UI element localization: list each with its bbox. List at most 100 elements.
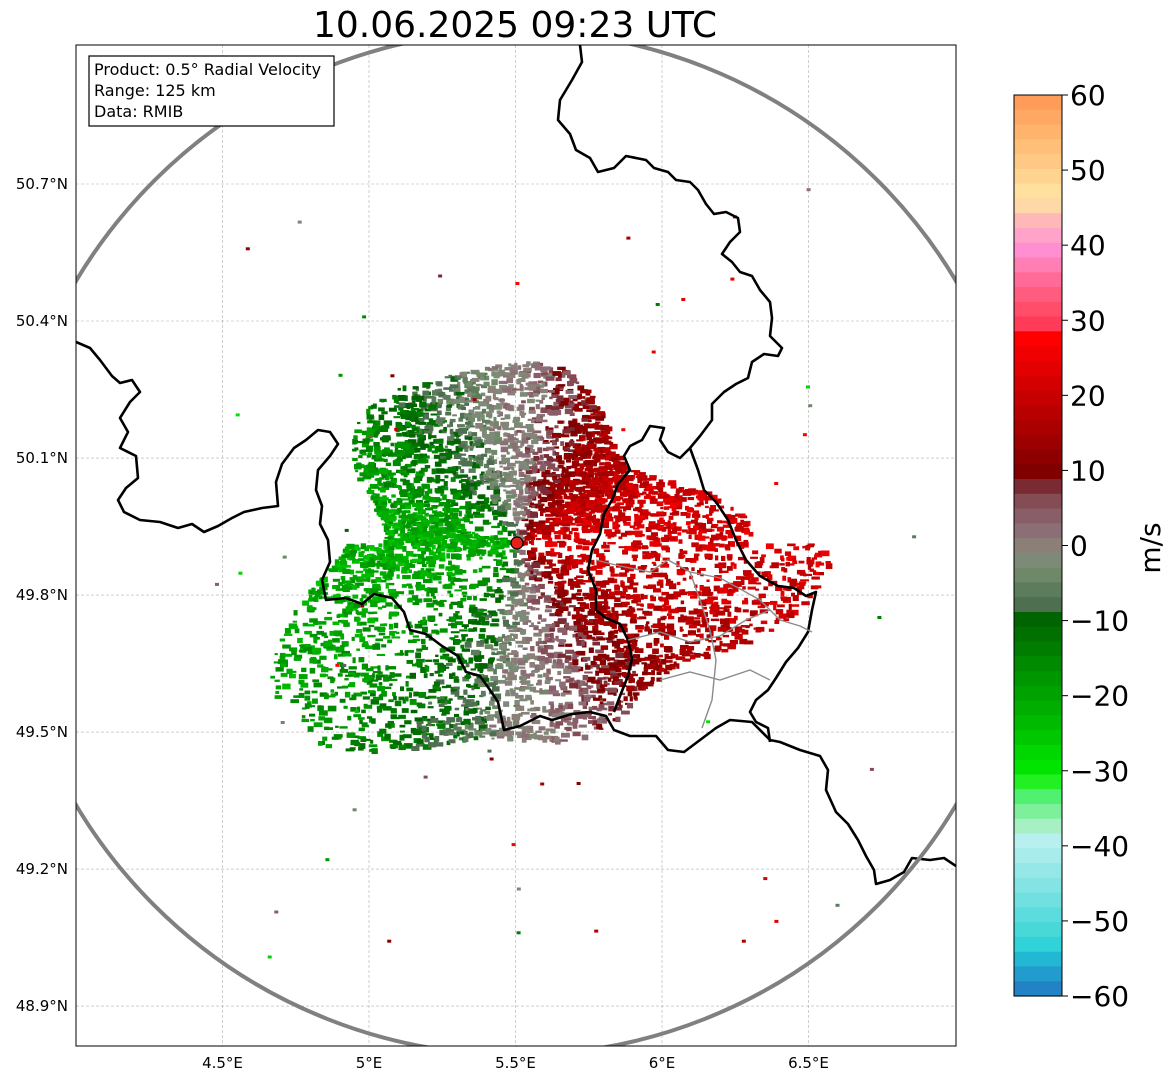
velocity-echo	[541, 394, 548, 398]
velocity-echo	[543, 476, 547, 482]
velocity-echo	[611, 499, 616, 504]
velocity-echo	[520, 517, 526, 520]
velocity-echo	[350, 707, 357, 712]
velocity-echo	[697, 494, 706, 501]
velocity-echo	[349, 682, 356, 688]
velocity-echo	[458, 518, 466, 521]
velocity-echo	[535, 641, 540, 647]
velocity-echo	[589, 444, 593, 450]
velocity-echo	[551, 472, 556, 474]
velocity-echo	[481, 677, 490, 682]
velocity-echo	[274, 695, 283, 699]
velocity-echo	[612, 610, 619, 616]
velocity-echo	[759, 609, 768, 614]
velocity-echo	[448, 400, 455, 406]
velocity-echo	[613, 629, 619, 634]
velocity-echo	[327, 705, 337, 712]
velocity-echo	[524, 733, 530, 738]
velocity-echo	[646, 574, 653, 579]
velocity-echo	[496, 663, 503, 666]
velocity-echo	[455, 429, 459, 433]
velocity-echo	[400, 744, 405, 747]
velocity-echo	[448, 646, 456, 652]
velocity-echo	[390, 472, 396, 476]
velocity-echo	[373, 555, 381, 561]
velocity-echo	[378, 632, 386, 636]
velocity-echo	[521, 682, 528, 685]
velocity-echo	[487, 610, 497, 613]
velocity-echo	[379, 468, 389, 474]
velocity-echo	[545, 373, 555, 377]
velocity-echo	[576, 504, 584, 509]
velocity-echo	[720, 520, 730, 524]
velocity-echo	[698, 531, 703, 536]
velocity-echo	[479, 539, 486, 542]
velocity-echo	[566, 453, 574, 459]
velocity-echo	[363, 465, 367, 468]
velocity-echo	[549, 502, 555, 508]
velocity-echo	[394, 449, 403, 455]
velocity-echo	[370, 666, 380, 669]
velocity-echo	[768, 580, 773, 587]
velocity-echo	[331, 736, 339, 740]
velocity-echo	[439, 486, 449, 491]
velocity-echo	[316, 636, 320, 640]
velocity-echo	[323, 640, 332, 647]
velocity-echo	[442, 494, 447, 501]
velocity-echo	[438, 704, 445, 707]
velocity-echo	[549, 685, 557, 691]
velocity-echo	[546, 668, 551, 675]
velocity-echo	[408, 517, 414, 522]
velocity-echo	[433, 681, 440, 687]
velocity-echo	[338, 653, 346, 657]
velocity-echo	[422, 716, 428, 719]
velocity-echo	[502, 616, 506, 620]
velocity-echo	[566, 527, 570, 532]
velocity-echo	[733, 563, 737, 569]
velocity-echo	[596, 507, 604, 513]
velocity-echo	[393, 673, 402, 677]
velocity-echo	[514, 430, 518, 436]
velocity-echo	[437, 527, 447, 532]
velocity-echo	[406, 583, 412, 587]
velocity-echo	[489, 589, 497, 592]
velocity-echo	[718, 567, 723, 574]
velocity-echo	[593, 437, 602, 441]
velocity-echo	[508, 642, 512, 646]
velocity-echo	[402, 385, 407, 392]
velocity-echo	[565, 489, 572, 493]
velocity-echo	[596, 707, 602, 712]
velocity-echo	[397, 412, 406, 415]
velocity-echo	[626, 505, 632, 511]
velocity-echo	[493, 388, 502, 395]
velocity-echo	[301, 715, 306, 719]
velocity-echo	[485, 395, 492, 402]
velocity-echo	[638, 686, 644, 691]
velocity-echo	[575, 381, 580, 385]
velocity-echo	[573, 621, 581, 625]
velocity-echo	[605, 426, 613, 432]
velocity-echo	[638, 472, 646, 475]
velocity-echo	[630, 470, 637, 473]
velocity-echo	[523, 615, 529, 621]
velocity-echo	[393, 622, 399, 629]
velocity-echo	[469, 479, 474, 484]
velocity-echo	[564, 442, 573, 445]
velocity-echo	[518, 489, 524, 495]
velocity-echo	[582, 431, 586, 435]
velocity-echo	[557, 653, 566, 658]
velocity-echo	[398, 515, 404, 519]
velocity-echo	[366, 464, 374, 468]
velocity-echo	[461, 528, 467, 533]
velocity-echo	[377, 554, 386, 557]
velocity-echo	[597, 688, 606, 693]
velocity-echo	[430, 525, 437, 530]
velocity-echo	[501, 525, 506, 531]
velocity-echo	[680, 600, 685, 605]
velocity-echo	[327, 639, 332, 646]
velocity-echo	[589, 438, 597, 443]
velocity-echo	[448, 566, 453, 572]
velocity-echo	[596, 664, 600, 670]
velocity-echo	[437, 479, 445, 482]
velocity-echo	[450, 578, 455, 584]
